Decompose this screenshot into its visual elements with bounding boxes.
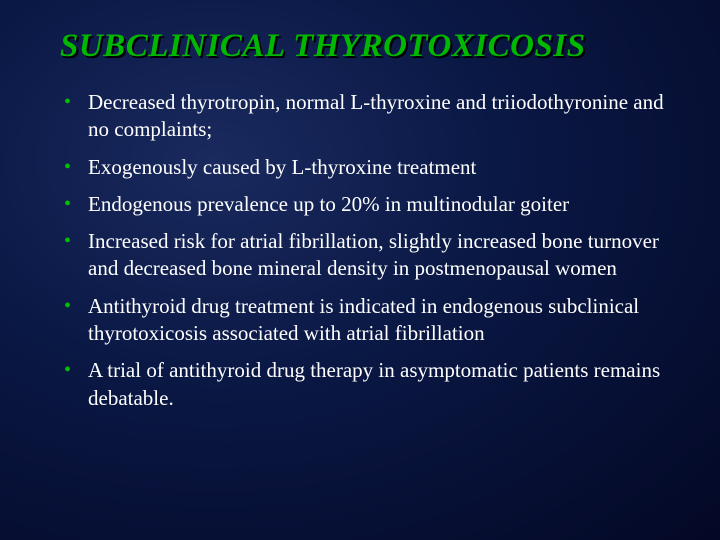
list-item: Decreased thyrotropin, normal L-thyroxin…: [60, 89, 670, 144]
list-item: A trial of antithyroid drug therapy in a…: [60, 357, 670, 412]
list-item: Exogenously caused by L-thyroxine treatm…: [60, 154, 670, 181]
bullet-list: Decreased thyrotropin, normal L-thyroxin…: [50, 89, 670, 412]
slide-title: SUBCLINICAL THYROTOXICOSIS SUBCLINICAL T…: [60, 28, 670, 65]
title-text: SUBCLINICAL THYROTOXICOSIS: [60, 28, 586, 64]
list-item: Increased risk for atrial fibrillation, …: [60, 228, 670, 283]
list-item: Antithyroid drug treatment is indicated …: [60, 293, 670, 348]
list-item: Endogenous prevalence up to 20% in multi…: [60, 191, 670, 218]
slide: SUBCLINICAL THYROTOXICOSIS SUBCLINICAL T…: [0, 0, 720, 540]
